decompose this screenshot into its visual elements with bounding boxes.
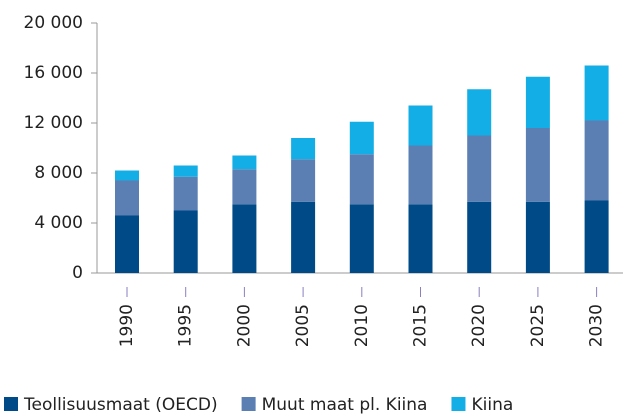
legend-swatch — [4, 397, 18, 411]
bar-segment — [584, 65, 609, 121]
bar-segment — [291, 138, 316, 160]
bar-segment — [115, 170, 139, 181]
legend-swatch — [241, 397, 256, 411]
x-tick-label: 2020 — [469, 304, 489, 347]
bar-segment — [173, 176, 198, 211]
bar-segment — [408, 105, 433, 146]
legend-label: Kiina — [471, 395, 513, 415]
bar-segment — [291, 159, 316, 202]
bar-segment — [408, 204, 433, 273]
bar-segment — [349, 121, 374, 155]
bar-segment — [525, 201, 550, 273]
bar-segment — [349, 204, 374, 273]
x-tick-label: 2010 — [352, 304, 372, 347]
bar-segment — [115, 180, 139, 216]
x-tick-label: 2025 — [528, 304, 548, 347]
bar-segment — [232, 155, 257, 170]
bar-segment — [115, 215, 139, 273]
x-tick-label: 2015 — [411, 304, 431, 347]
bar-segment — [349, 154, 374, 205]
y-tick-label: 8 000 — [34, 163, 83, 183]
x-tick-label: 2030 — [587, 304, 607, 347]
bar-segment — [232, 169, 257, 205]
bar-segment — [408, 145, 433, 205]
bar-segment — [173, 165, 198, 177]
x-tick-label: 2005 — [293, 304, 313, 347]
y-tick-label: 0 — [72, 263, 83, 283]
bar-segment — [584, 200, 609, 273]
bar-segment — [584, 120, 609, 201]
legend-label: Teollisuusmaat (OECD) — [23, 395, 218, 415]
bar-segment — [291, 201, 316, 273]
y-tick-label: 12 000 — [24, 113, 83, 133]
legend-swatch — [451, 397, 466, 411]
x-tick-label: 1990 — [117, 304, 137, 347]
bar-segment — [467, 89, 492, 136]
legend-label: Muut maat pl. Kiina — [262, 395, 428, 415]
x-tick-label: 2000 — [234, 304, 254, 347]
bar-segment — [525, 76, 550, 128]
y-tick-label: 20 000 — [24, 13, 83, 33]
y-tick-label: 16 000 — [24, 63, 83, 83]
bar-segment — [467, 135, 492, 202]
y-tick-label: 4 000 — [34, 213, 83, 233]
x-tick-label: 1995 — [176, 304, 196, 347]
bar-segment — [232, 204, 257, 273]
bar-segment — [467, 201, 492, 273]
bar-segment — [173, 210, 198, 273]
bar-segment — [525, 128, 550, 202]
